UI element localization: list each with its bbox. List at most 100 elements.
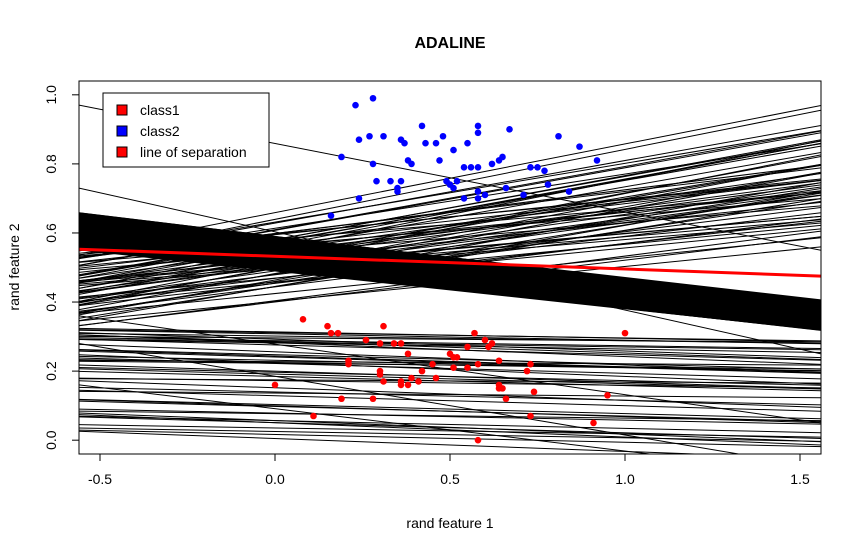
class1-point: [464, 343, 471, 351]
class1-point: [621, 329, 629, 337]
weight-history-line: [79, 172, 821, 311]
weight-history-line: [79, 237, 821, 315]
class2-point: [565, 188, 573, 195]
weight-history-line: [79, 355, 821, 372]
weight-history-line: [79, 343, 821, 373]
class1-point: [530, 388, 538, 396]
class2-point: [544, 181, 552, 188]
class2-point: [534, 164, 541, 171]
class2-point: [467, 164, 475, 171]
class2-point: [355, 195, 363, 202]
class1-point: [369, 395, 377, 403]
class2-point: [366, 132, 373, 140]
weight-history-lines: [79, 104, 821, 454]
y-tick-label: 0.4: [43, 292, 59, 312]
weight-history-line: [79, 164, 821, 306]
class1-point: [404, 350, 412, 358]
weight-history-line: [79, 342, 742, 454]
class2-point: [481, 191, 489, 199]
weight-history-line: [79, 389, 821, 412]
weight-history-line: [79, 228, 821, 302]
weight-history-line: [79, 332, 821, 359]
class2-point: [506, 126, 513, 133]
weight-history-line: [79, 129, 821, 256]
class1-point: [334, 329, 342, 337]
weight-history-line: [79, 338, 821, 351]
weight-history-line: [79, 339, 821, 353]
weight-history-line: [79, 194, 821, 294]
legend-label-line-of-separation: line of separation: [140, 144, 247, 160]
weight-history-line: [79, 140, 821, 289]
weight-history-line: [79, 427, 821, 442]
separation-line-layer: [79, 247, 821, 278]
class1-point: [408, 374, 415, 382]
weight-history-line: [79, 398, 821, 420]
class2-point: [380, 132, 387, 140]
class2-point: [408, 160, 415, 168]
class2-point: [460, 195, 468, 202]
class1-point: [474, 436, 482, 444]
weight-history-line: [79, 410, 821, 422]
weight-history-line: [79, 163, 821, 289]
class1-point: [299, 316, 307, 323]
class1-point: [432, 374, 440, 382]
legend-swatch-class2: [116, 125, 128, 137]
weight-history-line: [79, 334, 821, 361]
class2-point: [352, 101, 359, 109]
weight-history-line: [79, 230, 821, 327]
class1-point: [390, 340, 398, 347]
class2-point: [450, 184, 457, 192]
class2-point: [369, 94, 377, 102]
y-tick-label: 1.0: [43, 85, 59, 105]
weight-history-line: [79, 192, 821, 257]
x-tick-label: -0.5: [88, 471, 112, 487]
weight-history-line: [79, 424, 821, 438]
weight-history-line: [79, 386, 821, 406]
class1-point: [376, 371, 384, 378]
weight-history-line: [79, 408, 821, 425]
class1-point: [604, 391, 611, 399]
weight-history-line: [79, 348, 821, 370]
weight-history-line: [79, 164, 821, 259]
weight-history-line: [79, 184, 821, 284]
class2-point: [373, 177, 380, 185]
class2-point: [555, 132, 562, 140]
y-tick-label: 0.2: [43, 361, 59, 381]
class2-point: [474, 188, 482, 195]
class2-point: [474, 122, 482, 130]
weight-history-line: [79, 332, 821, 344]
class1-point: [327, 329, 335, 337]
weight-history-line: [79, 192, 821, 314]
class1-point: [464, 364, 471, 371]
y-tick-label: 0.0: [43, 430, 59, 450]
weight-history-line: [79, 105, 821, 252]
weight-history-line: [79, 182, 821, 282]
class1-point: [527, 412, 534, 420]
y-axis-label: rand feature 2: [6, 223, 22, 310]
weight-history-line: [79, 368, 821, 390]
weight-history-line: [79, 234, 821, 320]
weight-history-line: [79, 400, 821, 422]
class2-point: [327, 212, 335, 219]
x-tick-label: 0.0: [265, 471, 285, 487]
class2-point: [593, 157, 601, 164]
x-tick-label: 1.0: [615, 471, 635, 487]
class2-point: [474, 195, 482, 202]
x-tick-label: 1.5: [790, 471, 810, 487]
class2-point: [499, 153, 506, 161]
class1-point: [404, 381, 412, 389]
class2-point: [355, 136, 363, 144]
class2-point: [450, 146, 457, 154]
class2-point: [474, 164, 482, 171]
class1-point: [415, 378, 422, 385]
weight-history-line: [79, 236, 821, 326]
class2-point: [418, 122, 426, 130]
weight-history-line: [79, 384, 654, 454]
class2-point: [369, 160, 377, 168]
class2-point: [488, 160, 496, 168]
weight-history-line: [79, 124, 821, 259]
class2-point: [394, 188, 401, 195]
weight-history-line: [79, 246, 821, 322]
legend-swatch-line-of-separation: [116, 146, 128, 158]
weight-history-line: [79, 357, 821, 380]
